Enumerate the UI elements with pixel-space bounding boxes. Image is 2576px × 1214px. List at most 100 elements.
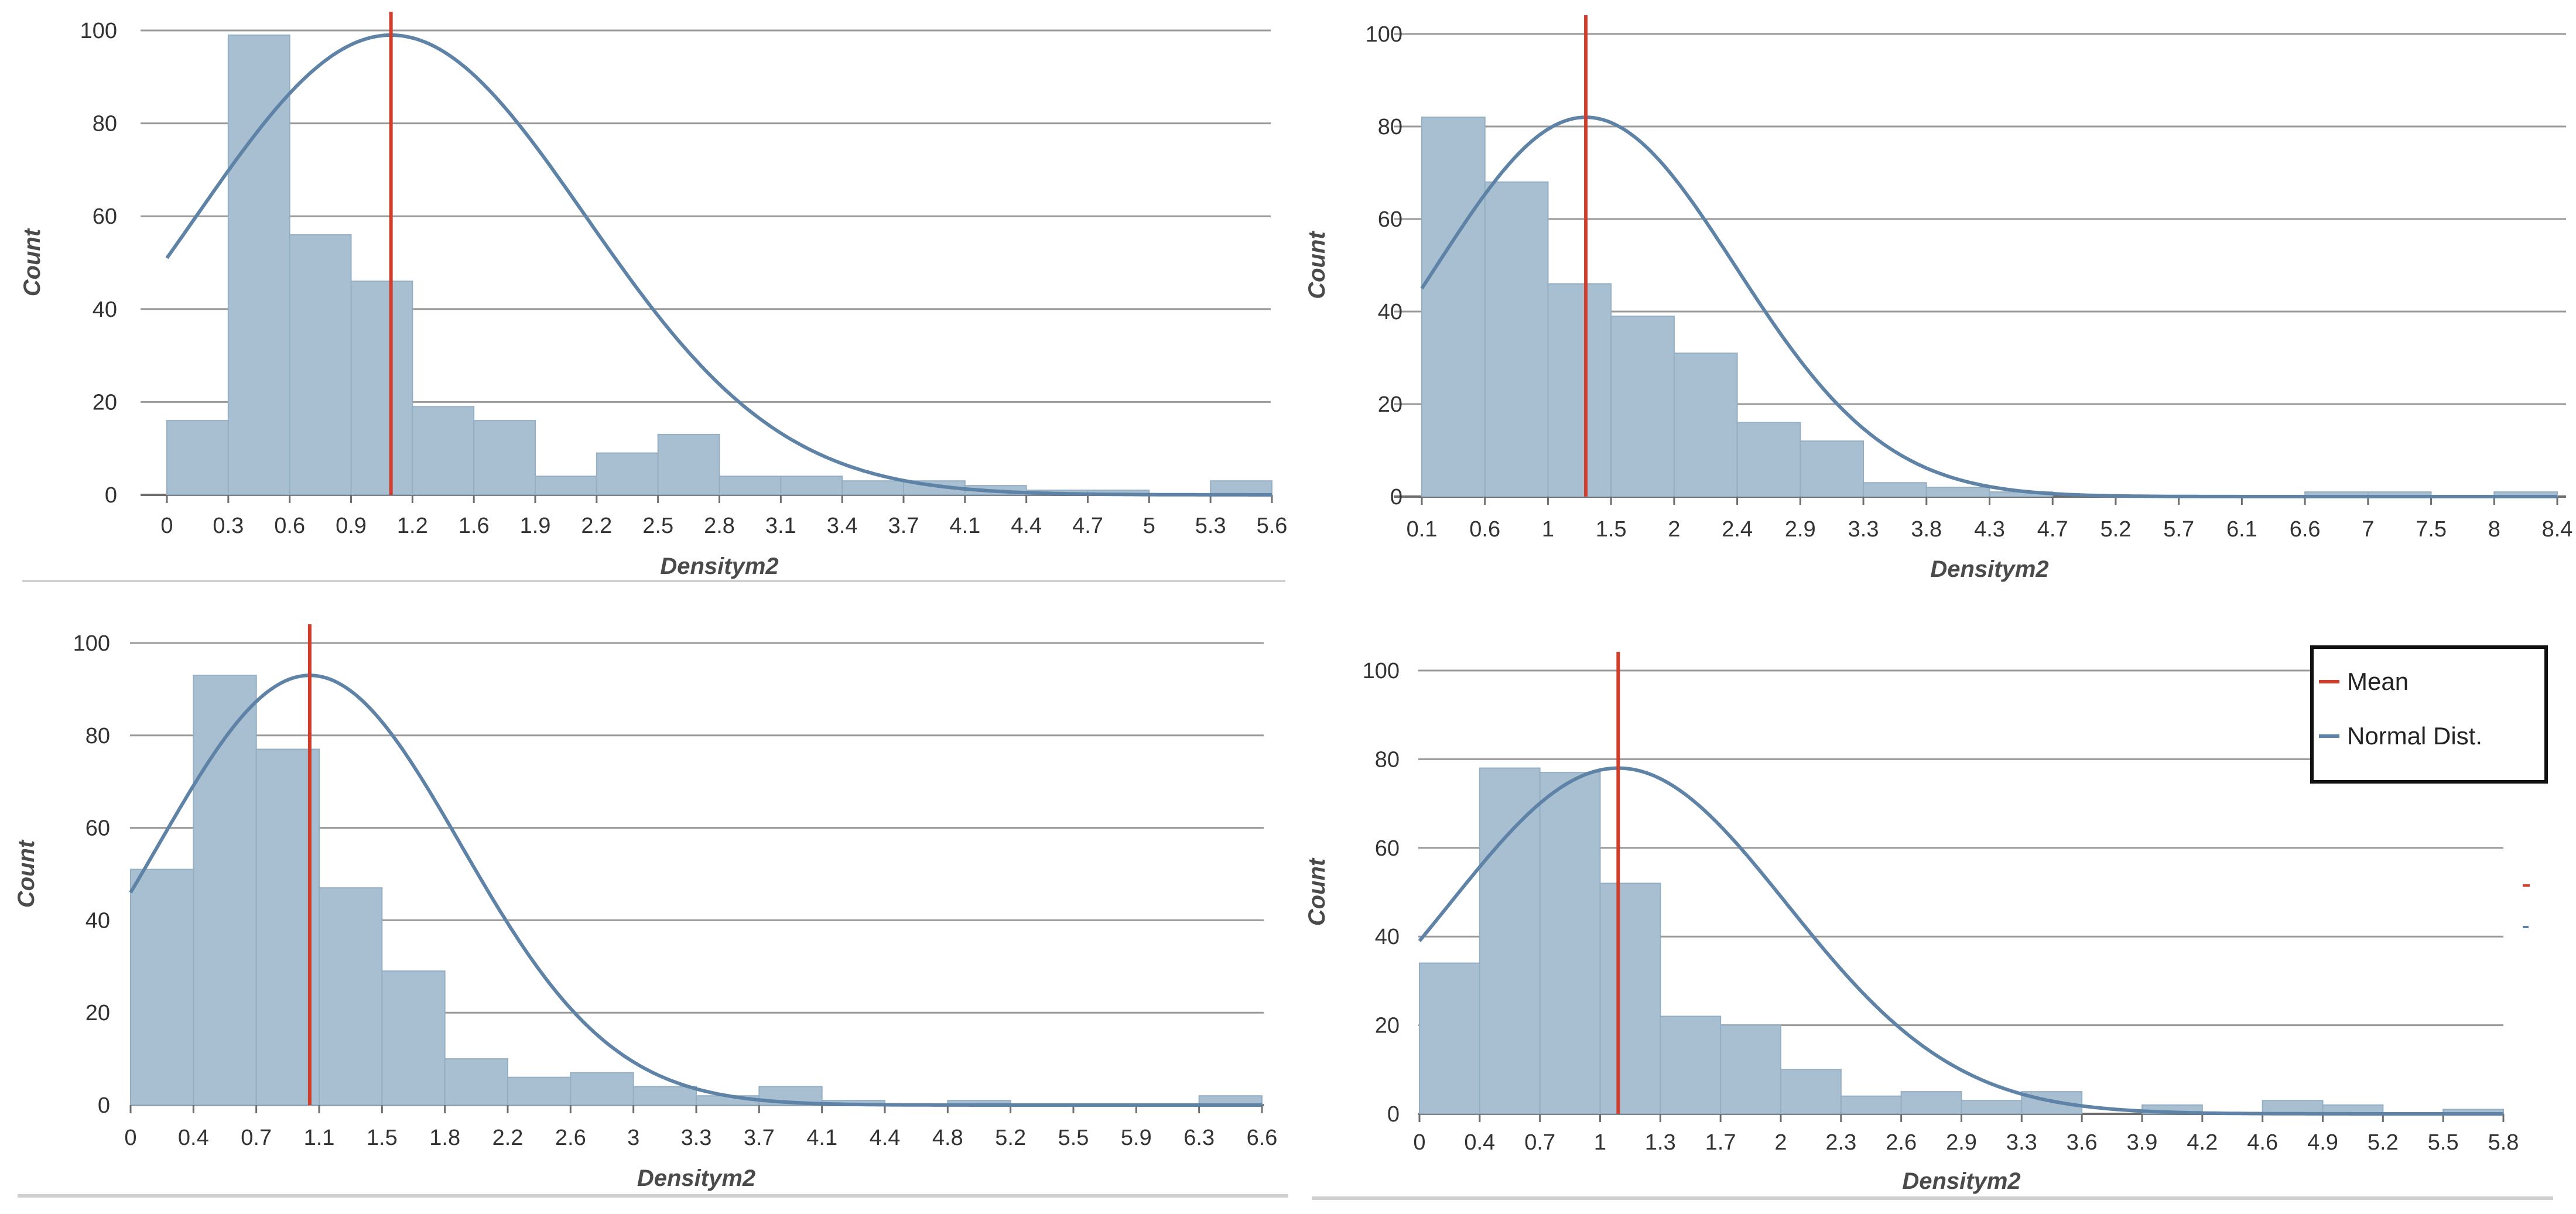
x-tick-label: 1.6 [459, 514, 490, 538]
x-tick-label: 4.1 [806, 1126, 837, 1150]
histogram-bar [1599, 883, 1661, 1114]
x-tick-label: 6.6 [2290, 517, 2321, 542]
y-tick-label: 20 [85, 1001, 110, 1025]
histogram-bar [1961, 1100, 2023, 1115]
x-tick-label: 0.4 [178, 1126, 209, 1150]
y-tick-label: 60 [93, 204, 117, 229]
x-tick-label: 2.6 [555, 1126, 586, 1150]
x-tick-label: 2.2 [492, 1126, 524, 1150]
x-tick-label: 7.5 [2416, 517, 2447, 542]
x-tick-label: 3.7 [744, 1126, 775, 1150]
y-tick-label: 20 [1375, 1014, 1400, 1038]
histogram-bar [350, 281, 413, 495]
x-tick-label: 1.3 [1645, 1130, 1676, 1155]
x-tick-label: 5.2 [2368, 1130, 2399, 1155]
x-tick-label: 3.9 [2127, 1130, 2158, 1155]
legend-mean-label: Mean [2347, 668, 2409, 695]
histogram-bar [1660, 1015, 1722, 1114]
x-tick-label: 4.6 [2247, 1130, 2278, 1155]
x-tick-label: 0 [124, 1126, 136, 1150]
x-tick-label: 5.5 [1058, 1126, 1089, 1150]
y-tick-label: 40 [85, 908, 110, 933]
y-tick-label: 80 [1378, 115, 1402, 139]
normal-distribution-curve [1418, 766, 2503, 1116]
x-tick-label: 0.6 [274, 514, 305, 538]
y-tick-label: 80 [1375, 747, 1400, 772]
x-tick-label: 6.6 [1247, 1126, 1278, 1150]
histogram-bar [1736, 422, 1801, 497]
legend-box [2310, 645, 2548, 784]
histogram-bar [1210, 480, 1273, 496]
x-tick-label: 2.9 [1785, 517, 1816, 542]
histogram-bar [570, 1072, 634, 1106]
histogram-panel-top-right: 0 20 40 60 80 100 0.1 0.6 1 1.5 2 2.4 2.9 3.3 3.8 4.3 4.… [1304, 15, 2572, 582]
y-tick-label: 80 [93, 112, 117, 136]
histogram-bar [193, 675, 257, 1106]
legend-normal-dist-label: Normal Dist. [2347, 722, 2482, 750]
histogram-panel-bottom-left: 0 20 40 60 80 100 0 0.4 0.7 1.1 1.5 1.8 2.2 2.6 3 3.3 3.… [13, 624, 1277, 1191]
histogram-bar [1484, 181, 1549, 497]
histogram-bar [1673, 353, 1738, 497]
x-tick-label: 1.7 [1705, 1130, 1736, 1155]
y-tick-label: 100 [1366, 22, 1402, 47]
x-tick-label: 1 [1594, 1130, 1606, 1155]
x-tick-label: 0 [1413, 1130, 1425, 1155]
x-tick-label: 5.6 [1257, 514, 1288, 538]
x-tick-label: 7 [2362, 517, 2374, 542]
x-tick-label: 3.6 [2067, 1130, 2098, 1155]
y-tick-label: 0 [1387, 1102, 1400, 1127]
histogram-bar [1479, 767, 1541, 1115]
normal-distribution-curve [165, 33, 1272, 497]
histogram-bar [632, 1086, 697, 1106]
x-tick-label: 2.5 [642, 514, 673, 538]
y-tick-label: 60 [1375, 836, 1400, 861]
histogram-bar [1720, 1024, 1782, 1114]
histogram-panel-top-left: 0 20 40 60 80 100 0 0.3 0.6 0.9 1.2 1.6 1.9 2.2 2.5 2.8… [19, 12, 1287, 579]
histogram-bar [1419, 962, 1480, 1114]
histogram-bar [227, 34, 290, 496]
histogram-bar [130, 868, 194, 1106]
y-tick-label: 0 [105, 483, 117, 508]
x-tick-label: 5.3 [1195, 514, 1226, 538]
x-tick-label: 0.4 [1464, 1130, 1495, 1155]
x-tick-label: 3.7 [888, 514, 919, 538]
x-tick-label: 2.6 [1886, 1130, 1917, 1155]
x-tick-label: 3.3 [681, 1126, 712, 1150]
histogram-bar [657, 433, 720, 495]
x-tick-label: 1.8 [429, 1126, 460, 1150]
histogram-bar [1800, 440, 1865, 498]
x-tick-label: 5.9 [1121, 1126, 1152, 1150]
x-tick-label: 2.2 [581, 514, 612, 538]
y-tick-label: 0 [1390, 485, 1402, 509]
x-tick-label: 2.4 [1722, 517, 1753, 542]
y-tick-label: 100 [1363, 659, 1400, 683]
x-tick-label: 0.6 [1469, 517, 1500, 542]
histogram-bar [473, 420, 536, 495]
histogram-bar [166, 420, 229, 495]
y-tick-label: 40 [1375, 925, 1400, 949]
legend: Mean Normal Dist. [2310, 645, 2548, 784]
x-tick-label: 4.7 [1072, 514, 1103, 538]
x-tick-label: 3.1 [765, 514, 796, 538]
histogram-bar [1900, 1091, 1962, 1115]
x-tick-label: 2 [1668, 517, 1680, 542]
x-tick-label: 4.4 [870, 1126, 901, 1150]
histogram-bar [2262, 1100, 2324, 1115]
histogram-bar [1780, 1069, 1842, 1115]
x-tick-label: 5 [1143, 514, 1155, 538]
y-tick-label: 0 [98, 1093, 110, 1118]
x-tick-label: 0.1 [1407, 517, 1438, 542]
x-tick-label: 4.7 [2037, 517, 2068, 542]
y-tick-label: 100 [80, 19, 117, 43]
y-tick-label: 40 [93, 297, 117, 322]
x-tick-label: 3.3 [2006, 1130, 2037, 1155]
histogram-bar [1863, 482, 1927, 497]
histogram-bar [1421, 117, 1486, 497]
x-tick-label: 1 [1542, 517, 1554, 542]
x-axis-title: Densitym2 [1902, 1168, 2020, 1194]
x-tick-label: 2 [1774, 1130, 1787, 1155]
x-tick-label: 2.9 [1946, 1130, 1977, 1155]
histogram-bar [319, 887, 383, 1106]
histogram-bar [289, 234, 352, 495]
x-tick-label: 4.9 [2307, 1130, 2338, 1155]
